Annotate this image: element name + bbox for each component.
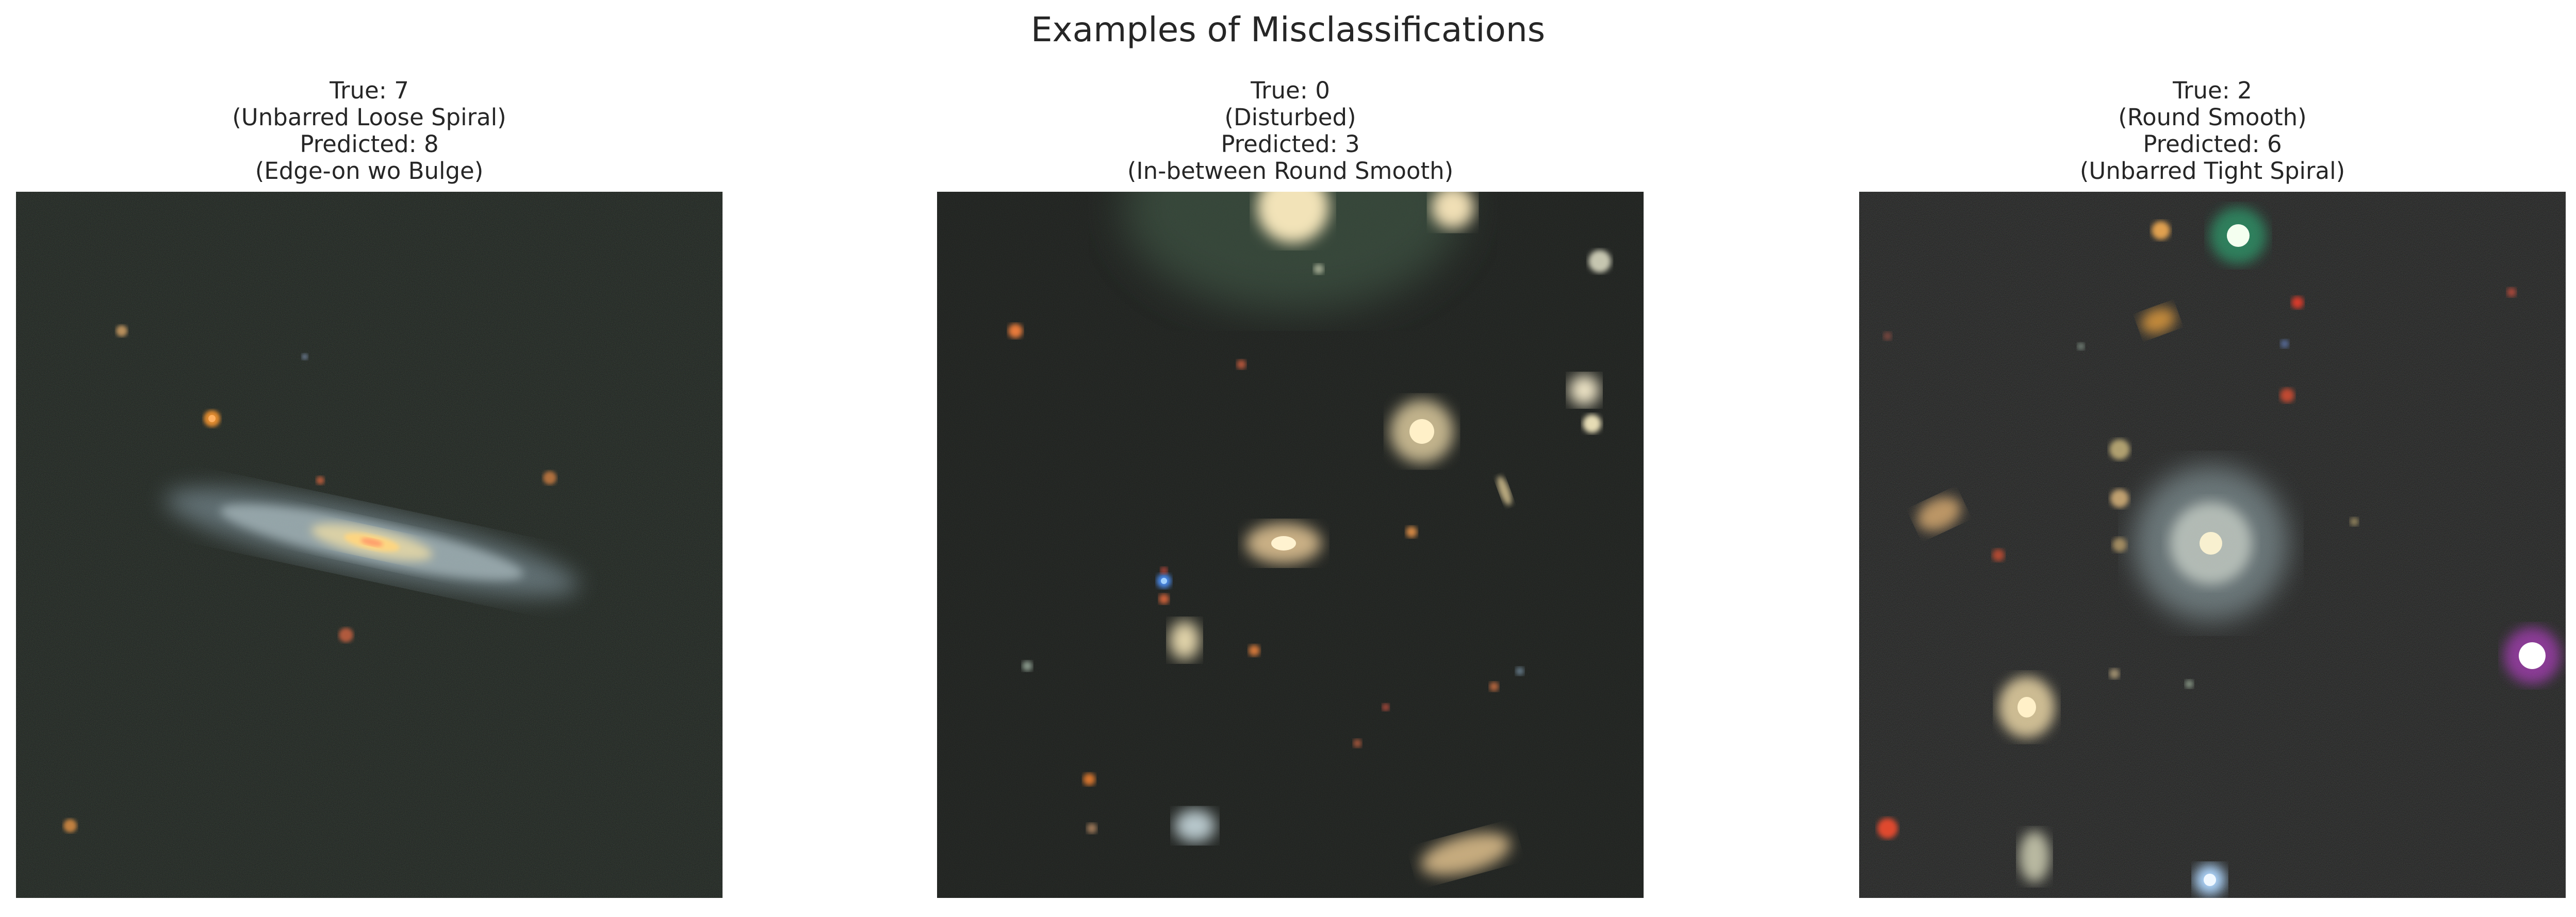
panel-2-true-label: True: 0	[1251, 77, 1330, 104]
panel-1-predicted-class: (Edge-on wo Bulge)	[255, 157, 484, 185]
panel-2-galaxy-image	[937, 192, 1644, 898]
panel-2-true-class: (Disturbed)	[1224, 104, 1356, 131]
panel-3-true-class: (Round Smooth)	[2118, 104, 2307, 131]
panel-2-title: True: 0 (Disturbed) Predicted: 3 (In-bet…	[937, 77, 1644, 192]
panel-2: True: 0 (Disturbed) Predicted: 3 (In-bet…	[937, 77, 1644, 898]
panel-2-predicted-label: Predicted: 3	[1221, 130, 1360, 158]
panel-3-true-label: True: 2	[2173, 77, 2252, 104]
panel-2-predicted-class: (In-between Round Smooth)	[1127, 157, 1454, 185]
panel-1: True: 7 (Unbarred Loose Spiral) Predicte…	[16, 77, 723, 898]
panel-1-predicted-label: Predicted: 8	[300, 130, 439, 158]
panel-1-title: True: 7 (Unbarred Loose Spiral) Predicte…	[16, 77, 723, 192]
panel-1-galaxy-image	[16, 192, 723, 898]
figure-title: Examples of Misclassifications	[1030, 10, 1546, 49]
panel-1-true-label: True: 7	[330, 77, 409, 104]
panel-3: True: 2 (Round Smooth) Predicted: 6 (Unb…	[1859, 77, 2566, 898]
panel-3-predicted-class: (Unbarred Tight Spiral)	[2079, 157, 2345, 185]
panel-1-true-class: (Unbarred Loose Spiral)	[232, 104, 506, 131]
panel-3-predicted-label: Predicted: 6	[2143, 130, 2282, 158]
panel-3-title: True: 2 (Round Smooth) Predicted: 6 (Unb…	[1859, 77, 2566, 192]
panel-3-galaxy-image	[1859, 192, 2566, 898]
